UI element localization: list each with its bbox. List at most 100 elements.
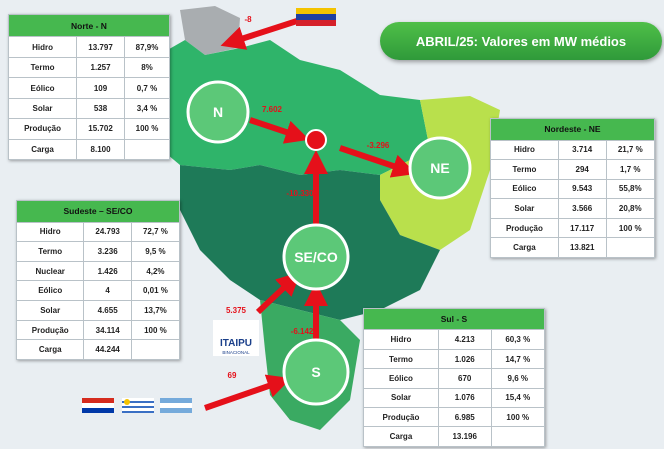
argentina-flag: [160, 398, 192, 413]
table-cell: [605, 237, 656, 258]
arrow: [339, 145, 417, 178]
table-cell: 3.236: [83, 241, 132, 262]
table-cell: 4.655: [83, 300, 132, 321]
table-cell: 55,8%: [605, 178, 656, 200]
uruguay-flag: [122, 398, 154, 413]
region-node: [282, 223, 350, 291]
table-cell: Hidro: [15, 221, 85, 243]
table-cell: 13.196: [437, 426, 492, 447]
flow-label: -3.296: [367, 141, 390, 150]
table-cell: Hidro: [363, 329, 439, 350]
table-cell: 4: [83, 280, 132, 302]
table-cell: 14,7 %: [490, 348, 546, 370]
table-header: Norte - N: [8, 13, 170, 38]
region-node: [282, 338, 350, 406]
arrow: [220, 17, 301, 50]
table-cell: Eólico: [363, 368, 439, 389]
arrow: [204, 374, 292, 411]
table-cell: Carga: [363, 426, 439, 447]
title-pill: ABRIL/25: Valores em MW médios: [380, 22, 662, 60]
node-label: SE/CO: [294, 249, 338, 265]
region-table: Norte - N Hidro 13.797 87,9% Termo 1.257 8% Eól…: [7, 13, 171, 161]
table-cell: Solar: [490, 198, 559, 219]
flow-label: -6.142: [291, 327, 314, 336]
paraguay-flag: [82, 398, 114, 413]
table-cell: 3,4 %: [123, 97, 171, 120]
node-label: S: [311, 364, 320, 380]
region-node: [408, 136, 472, 200]
table-header: Nordeste - NE: [490, 118, 655, 141]
table-cell: 100 %: [123, 118, 171, 140]
table-cell: 9,5 %: [130, 241, 181, 262]
table-cell: Carga: [7, 138, 78, 161]
table-cell: 1.076: [437, 387, 492, 409]
table-cell: 4,2%: [130, 260, 181, 282]
table-cell: 24.793: [83, 221, 132, 243]
table-cell: Solar: [7, 97, 78, 120]
table-cell: 1.426: [83, 260, 132, 282]
table-cell: 87,9%: [123, 36, 171, 58]
table-cell: 13.797: [76, 36, 125, 58]
table-cell: Eólico: [7, 77, 78, 99]
table-cell: 13.821: [557, 237, 607, 258]
table-header: Sul - S: [363, 307, 545, 331]
region-table: Sudeste – SE/CO Hidro 24.793 72,7 % Termo 3.2…: [15, 200, 181, 360]
table-cell: [123, 138, 171, 161]
table-cell: 3.714: [557, 139, 607, 161]
table-cell: 13,7%: [130, 300, 181, 321]
table-cell: Produção: [363, 407, 439, 428]
table-cell: 15,4 %: [490, 387, 546, 409]
node-label: NE: [430, 160, 449, 176]
arrow: [249, 117, 310, 144]
table-cell: Eólico: [15, 280, 85, 302]
table-cell: Eólico: [490, 178, 559, 200]
table-cell: Hidro: [7, 36, 78, 58]
table-cell: 8.100: [76, 138, 125, 161]
table-cell: 1.026: [437, 348, 492, 370]
table-cell: 100 %: [490, 407, 546, 428]
table-cell: 0,7 %: [123, 77, 171, 99]
flow-label: 69: [228, 371, 237, 380]
table-cell: Termo: [363, 348, 439, 370]
table-cell: 9.543: [557, 178, 607, 200]
table-cell: 20,8%: [605, 198, 656, 219]
table-cell: 60,3 %: [490, 329, 546, 350]
table-cell: 15.702: [76, 118, 125, 140]
table-cell: 1,7 %: [605, 159, 656, 180]
table-cell: 4.213: [437, 329, 492, 350]
flow-label: -10.330: [286, 189, 314, 198]
table-cell: 294: [557, 159, 607, 180]
region-table: Sul - S Hidro 4.213 60,3 % Termo 1.026 14,7 % E…: [363, 307, 546, 447]
table-header: Sudeste – SE/CO: [16, 200, 180, 223]
table-cell: 538: [76, 97, 125, 120]
table-cell: 109: [76, 77, 125, 99]
table-cell: [130, 339, 181, 360]
table-cell: Carga: [490, 237, 559, 258]
flow-label: 7.602: [262, 105, 283, 114]
table-cell: 9,6 %: [490, 368, 546, 389]
logo-box: [213, 320, 259, 356]
table-cell: Carga: [15, 339, 85, 360]
region-node: [186, 80, 250, 144]
table-cell: 21,7 %: [605, 139, 656, 161]
table-cell: Produção: [7, 118, 78, 140]
table-cell: Hidro: [490, 139, 559, 161]
table-cell: 72,7 %: [130, 221, 181, 243]
node-label: N: [213, 104, 223, 120]
logo-sub: BINACIONAL: [222, 350, 250, 355]
table-cell: 6.985: [437, 407, 492, 428]
table-cell: 1.257: [76, 56, 125, 79]
table-cell: 670: [437, 368, 492, 389]
venezuela-flag: [296, 8, 336, 26]
table-cell: Termo: [490, 159, 559, 180]
table-cell: [490, 426, 546, 447]
table-cell: Nuclear: [15, 260, 85, 282]
table-cell: 44.244: [83, 339, 132, 360]
logo-name: ITAIPU: [220, 338, 252, 349]
north-region: [140, 40, 430, 175]
hub-dot: [305, 129, 327, 151]
arrow: [255, 271, 301, 315]
table-cell: Solar: [15, 300, 85, 321]
